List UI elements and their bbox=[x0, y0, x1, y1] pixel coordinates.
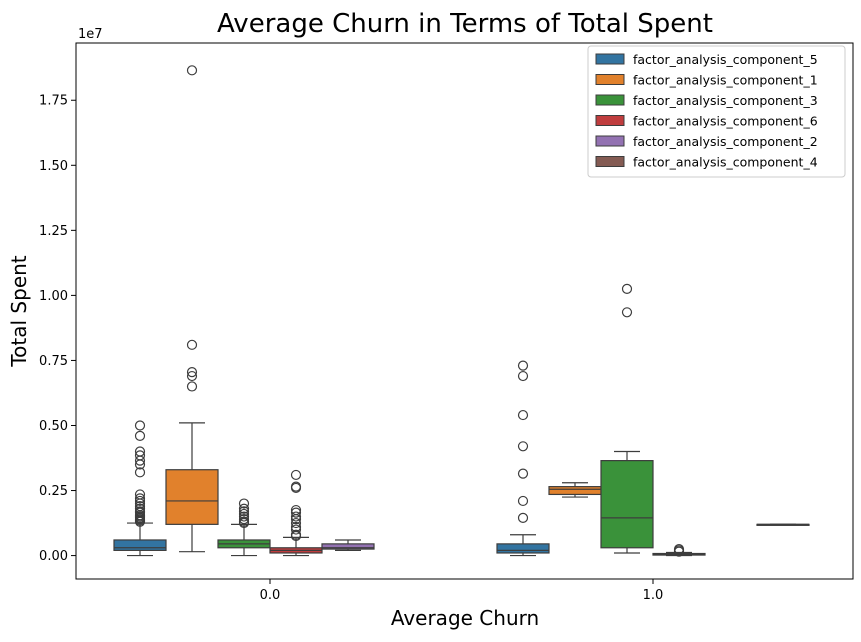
series-factor_analysis_component_3 bbox=[217, 283, 654, 557]
y-axis-offset-label: 1e7 bbox=[78, 27, 103, 42]
outlier-point bbox=[134, 501, 146, 512]
legend-label: factor_analysis_component_6 bbox=[633, 114, 818, 129]
outlier-point bbox=[134, 430, 146, 441]
x-axis-label: Average Churn bbox=[391, 606, 539, 630]
y-axis-label: Total Spent bbox=[7, 255, 31, 367]
outlier-point bbox=[290, 524, 302, 535]
outlier-point bbox=[186, 370, 198, 382]
outlier-point bbox=[238, 516, 250, 527]
outlier-point bbox=[621, 307, 633, 318]
y-tick-label: 0.25 bbox=[39, 484, 68, 499]
legend: factor_analysis_component_5 factor_analys… bbox=[587, 45, 846, 178]
legend-box bbox=[587, 45, 846, 178]
box-body bbox=[165, 469, 219, 525]
outlier-point bbox=[238, 514, 250, 525]
plot-area: 0.00 0.25 0.50 0.75 1.00 1.25 1.50 1.75 0.0 1.0 bbox=[39, 42, 854, 603]
legend-label: factor_analysis_component_3 bbox=[633, 93, 818, 108]
outlier-point bbox=[517, 441, 529, 452]
outlier-point bbox=[134, 450, 146, 461]
y-tick-label: 0.50 bbox=[39, 419, 68, 434]
series-factor_analysis_component_6 bbox=[269, 469, 706, 557]
x-tick-label: 1.0 bbox=[643, 588, 664, 603]
box-body bbox=[496, 543, 550, 554]
outlier-point bbox=[517, 360, 529, 371]
outlier-point bbox=[134, 493, 146, 504]
series-factor_analysis_component_4 bbox=[756, 523, 810, 526]
y-tick-label: 1.25 bbox=[39, 224, 68, 239]
outlier-point bbox=[517, 468, 529, 479]
outlier-point bbox=[134, 495, 146, 507]
outlier-point bbox=[290, 481, 302, 492]
legend-label: factor_analysis_component_5 bbox=[633, 52, 818, 67]
y-tick-label: 0.75 bbox=[39, 354, 68, 369]
outlier-point bbox=[621, 283, 633, 294]
outlier-point bbox=[186, 65, 198, 76]
outlier-point bbox=[134, 467, 146, 478]
outlier-point bbox=[673, 543, 685, 555]
outlier-point bbox=[517, 409, 529, 421]
outlier-point bbox=[290, 529, 302, 540]
outlier-point bbox=[290, 504, 302, 516]
outlier-point bbox=[186, 367, 198, 378]
box-body bbox=[548, 486, 602, 496]
legend-swatch bbox=[595, 135, 625, 147]
series-factor_analysis_component_1 bbox=[165, 65, 602, 553]
legend-label: factor_analysis_component_1 bbox=[633, 73, 818, 88]
outlier-point bbox=[134, 446, 146, 457]
y-tick-label: 1.00 bbox=[39, 289, 68, 304]
series-factor_analysis_component_5 bbox=[113, 360, 550, 557]
outlier-point bbox=[134, 489, 146, 500]
box-body bbox=[113, 539, 167, 551]
outlier-point bbox=[238, 508, 250, 520]
chart-title: Average Churn in Terms of Total Spent bbox=[217, 9, 713, 39]
outlier-point bbox=[238, 511, 250, 522]
series-factor_analysis_component_2 bbox=[321, 539, 375, 551]
legend-swatch bbox=[595, 115, 625, 126]
outlier-point bbox=[517, 512, 529, 523]
outlier-point bbox=[517, 370, 529, 382]
outlier-point bbox=[134, 420, 146, 431]
axes-frame bbox=[75, 42, 854, 580]
legend-swatch bbox=[595, 156, 625, 167]
x-tick-label: 0.0 bbox=[260, 588, 281, 603]
y-tick-label: 0.00 bbox=[39, 549, 68, 564]
outlier-point bbox=[238, 498, 250, 509]
y-tick-label: 1.50 bbox=[39, 159, 68, 174]
outlier-point bbox=[186, 381, 198, 392]
outlier-point bbox=[290, 511, 302, 522]
outlier-point bbox=[517, 495, 529, 507]
outlier-point bbox=[238, 506, 250, 517]
legend-label: factor_analysis_component_2 bbox=[633, 134, 818, 149]
outlier-point bbox=[290, 469, 302, 481]
legend-label: factor_analysis_component_4 bbox=[633, 155, 818, 170]
legend-swatch bbox=[595, 53, 625, 65]
box-body bbox=[600, 460, 654, 549]
box-body bbox=[321, 543, 375, 550]
outlier-point bbox=[290, 507, 302, 518]
legend-swatch bbox=[595, 94, 625, 106]
outlier-point bbox=[290, 521, 302, 533]
outlier-point bbox=[134, 506, 146, 517]
outlier-point bbox=[238, 503, 250, 514]
outlier-point bbox=[290, 517, 302, 529]
legend-swatch bbox=[595, 74, 625, 85]
y-tick-label: 1.75 bbox=[39, 94, 68, 109]
outlier-point bbox=[186, 339, 198, 350]
outlier-point bbox=[134, 503, 146, 514]
